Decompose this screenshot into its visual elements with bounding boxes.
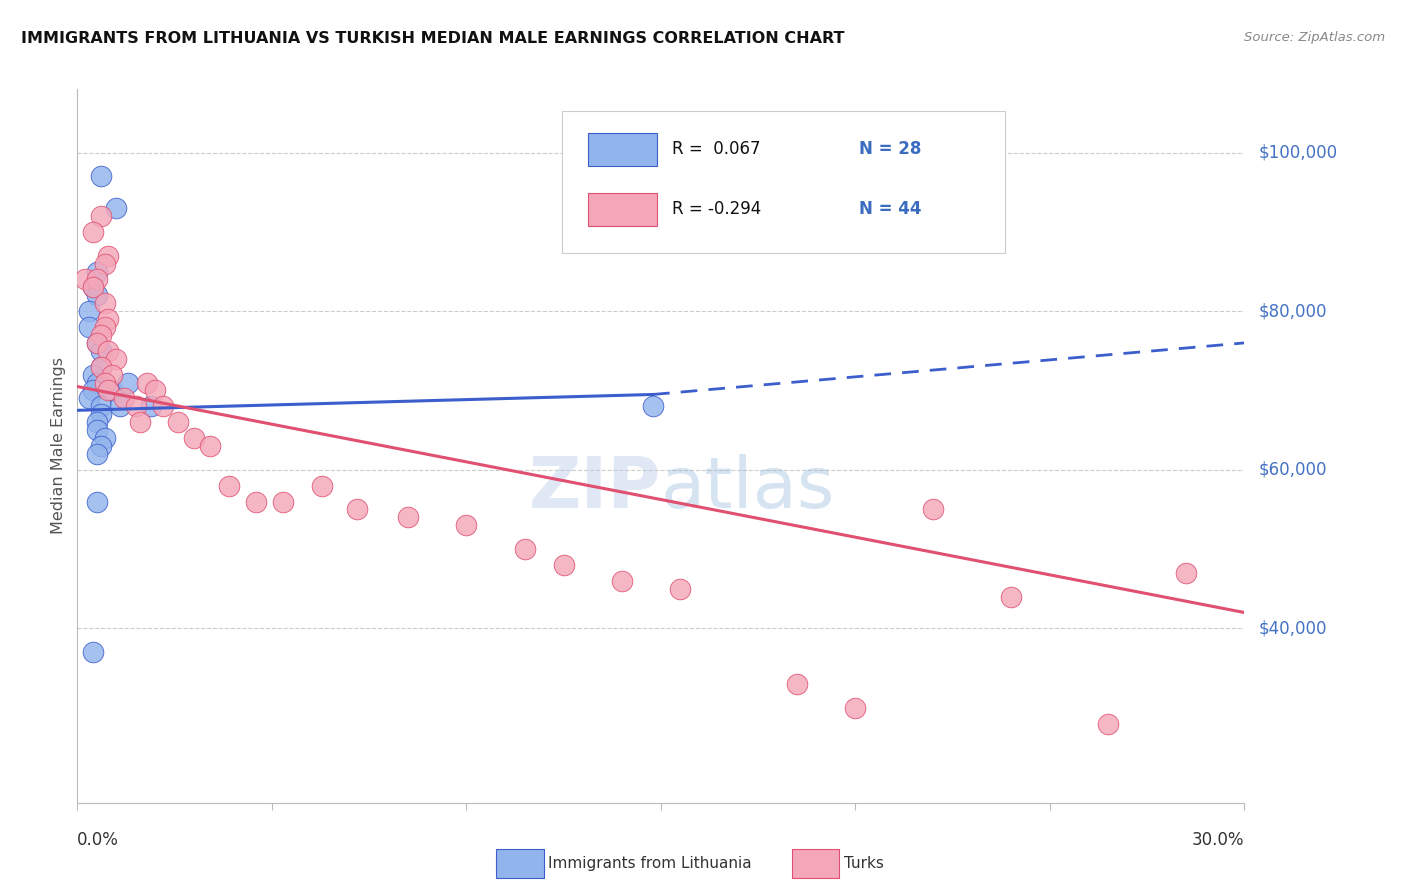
Point	[90, 209, 112, 223]
Point	[273, 494, 295, 508]
Point	[105, 351, 128, 366]
Point	[93, 320, 115, 334]
Point	[101, 368, 124, 382]
Point	[610, 574, 633, 588]
Point	[90, 439, 112, 453]
Point	[90, 169, 112, 184]
Point	[93, 296, 115, 310]
Point	[844, 700, 866, 714]
Point	[77, 320, 100, 334]
Point	[346, 502, 368, 516]
Point	[786, 677, 808, 691]
Point	[77, 392, 100, 406]
Point	[101, 384, 124, 398]
Point	[86, 415, 108, 429]
Text: $60,000: $60,000	[1258, 461, 1327, 479]
FancyBboxPatch shape	[589, 194, 658, 227]
Point	[1097, 716, 1119, 731]
Point	[1000, 590, 1022, 604]
Point	[90, 328, 112, 343]
Text: N = 28: N = 28	[859, 140, 921, 158]
Point	[86, 272, 108, 286]
Point	[90, 359, 112, 374]
Point	[105, 201, 128, 215]
Point	[77, 304, 100, 318]
Point	[141, 400, 163, 414]
Point	[82, 280, 104, 294]
Point	[93, 376, 115, 390]
Point	[82, 368, 104, 382]
Text: Turks: Turks	[844, 856, 883, 871]
Point	[86, 376, 108, 390]
Text: R = -0.294: R = -0.294	[672, 200, 762, 218]
Point	[1174, 566, 1197, 580]
Point	[86, 494, 108, 508]
Point	[513, 542, 536, 557]
Text: N = 44: N = 44	[859, 200, 922, 218]
Point	[128, 415, 150, 429]
Text: atlas: atlas	[661, 454, 835, 524]
Point	[82, 280, 104, 294]
Point	[82, 645, 104, 659]
Point	[198, 439, 221, 453]
Point	[97, 384, 120, 398]
Point	[86, 335, 108, 350]
Point	[93, 431, 115, 445]
Point	[97, 312, 120, 326]
Point	[86, 447, 108, 461]
Point	[922, 502, 945, 516]
Point	[90, 359, 112, 374]
Point	[112, 392, 135, 406]
Point	[553, 558, 575, 572]
Point	[75, 272, 97, 286]
Point	[152, 400, 174, 414]
Point	[311, 478, 333, 492]
Point	[641, 400, 664, 414]
Point	[82, 384, 104, 398]
Text: 30.0%: 30.0%	[1192, 830, 1244, 848]
Point	[124, 400, 148, 414]
Point	[117, 376, 139, 390]
Point	[108, 400, 131, 414]
Y-axis label: Median Male Earnings: Median Male Earnings	[51, 358, 66, 534]
Text: $40,000: $40,000	[1258, 619, 1327, 638]
Point	[90, 343, 112, 358]
Point	[97, 249, 120, 263]
Point	[86, 335, 108, 350]
Text: 0.0%: 0.0%	[77, 830, 120, 848]
Point	[97, 343, 120, 358]
Text: R =  0.067: R = 0.067	[672, 140, 761, 158]
Point	[218, 478, 240, 492]
Point	[396, 510, 419, 524]
Point	[183, 431, 205, 445]
Text: Immigrants from Lithuania: Immigrants from Lithuania	[548, 856, 752, 871]
Text: $100,000: $100,000	[1258, 144, 1337, 161]
Text: $80,000: $80,000	[1258, 302, 1327, 320]
Point	[86, 288, 108, 302]
Point	[90, 400, 112, 414]
Text: ZIP: ZIP	[529, 454, 661, 524]
FancyBboxPatch shape	[589, 133, 658, 166]
Text: Source: ZipAtlas.com: Source: ZipAtlas.com	[1244, 31, 1385, 45]
Point	[167, 415, 190, 429]
Point	[143, 384, 166, 398]
Point	[82, 225, 104, 239]
Point	[93, 257, 115, 271]
Point	[456, 518, 478, 533]
Point	[669, 582, 692, 596]
Text: IMMIGRANTS FROM LITHUANIA VS TURKISH MEDIAN MALE EARNINGS CORRELATION CHART: IMMIGRANTS FROM LITHUANIA VS TURKISH MED…	[21, 31, 845, 46]
Point	[86, 423, 108, 437]
Point	[86, 264, 108, 278]
FancyBboxPatch shape	[561, 111, 1005, 253]
Point	[136, 376, 159, 390]
Point	[90, 407, 112, 421]
Point	[245, 494, 267, 508]
